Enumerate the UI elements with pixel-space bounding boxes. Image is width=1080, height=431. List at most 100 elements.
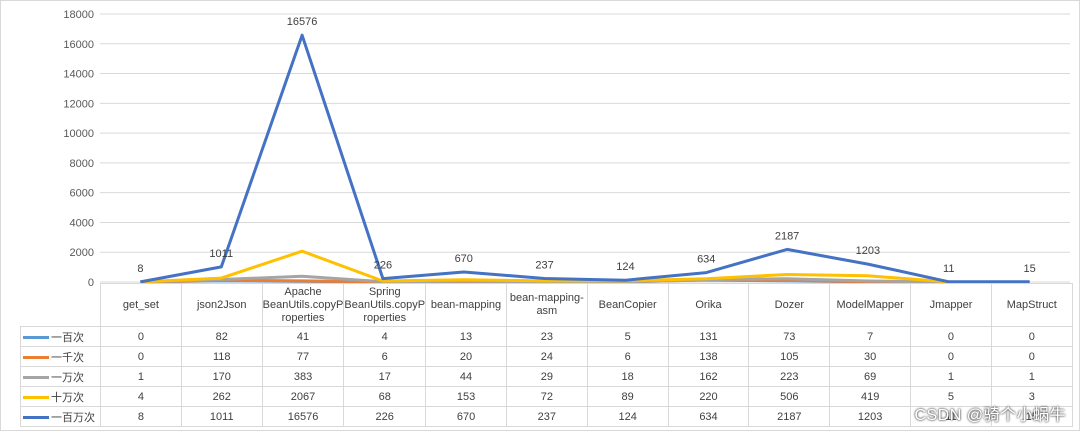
legend-entry: 十万次 [20,386,101,407]
legend-key [23,336,49,340]
table-cell: 24 [505,346,588,367]
series-name: 一百万次 [51,411,95,424]
table-cell: 15 [990,406,1073,427]
table-cell: 506 [748,386,831,407]
y-tick-label: 14000 [63,69,94,81]
data-label: 16576 [287,16,318,28]
table-cell: 1203 [829,406,912,427]
legend-entry: 一万次 [20,366,101,387]
table-cell: 0 [990,326,1073,347]
category-label: get_set [100,283,182,327]
data-label: 670 [455,253,473,265]
y-tick-label: 10000 [63,128,94,140]
table-cell: 2067 [261,386,345,407]
table-cell: 419 [829,386,912,407]
legend-key [23,376,49,380]
table-cell: 73 [748,326,831,347]
category-label: ModelMapper [829,283,912,327]
series-name: 十万次 [51,391,84,404]
table-cell: 5 [586,326,669,347]
data-label: 124 [616,261,634,273]
y-tick-label: 12000 [63,98,94,110]
table-cell: 670 [425,406,507,427]
table-cell: 69 [829,366,912,387]
table-cell: 16576 [261,406,345,427]
table-cell: 4 [100,386,182,407]
legend-entry: 一百次 [20,326,101,347]
table-cell: 29 [505,366,588,387]
table-cell: 23 [505,326,588,347]
data-label: 8 [137,263,143,275]
table-row: 一百万次 8 1011 16576 226 670 237 124 634 2187 1203 11 1… [20,406,1073,427]
series-name: 一千次 [51,351,84,364]
table-cell: 138 [667,346,750,367]
table-cell: 383 [261,366,345,387]
category-label: Apache BeanUtils.copyP roperties [261,283,345,327]
category-label: Orika [667,283,750,327]
legend-key [23,416,49,420]
table-row: 一千次 0 118 77 6 20 24 6 138 105 30 0 0 [20,346,1073,367]
table-cell: 237 [505,406,588,427]
table-cell: 4 [343,326,427,347]
legend-key [23,396,49,400]
table-cell: 17 [343,366,427,387]
table-cell: 18 [586,366,669,387]
table-cell: 82 [180,326,263,347]
table-cell: 44 [425,366,507,387]
table-corner-cell [20,283,101,327]
table-cell: 131 [667,326,750,347]
table-cell: 6 [586,346,669,367]
y-tick-label: 8000 [70,158,94,170]
legend-key [23,356,49,360]
table-cell: 11 [910,406,992,427]
category-label: Dozer [748,283,831,327]
table-cell: 105 [748,346,831,367]
table-cell: 1011 [180,406,263,427]
y-tick-label: 4000 [70,217,94,229]
data-label: 11 [943,263,954,275]
table-cell: 223 [748,366,831,387]
y-tick-label: 6000 [70,188,94,200]
data-label: 634 [697,254,715,266]
table-cell: 20 [425,346,507,367]
table-cell: 153 [425,386,507,407]
table-cell: 77 [261,346,345,367]
legend-entry: 一百万次 [20,406,101,427]
table-cell: 634 [667,406,750,427]
data-label: 15 [1023,263,1035,275]
category-label: BeanCopier [586,283,669,327]
y-tick-label: 18000 [63,9,94,21]
category-label: Jmapper [910,283,992,327]
table-cell: 6 [343,346,427,367]
data-label: 2187 [775,230,799,242]
table-cell: 7 [829,326,912,347]
table-row: 一万次 1 170 383 17 44 29 18 162 223 69 1 1 [20,366,1073,387]
data-label: 237 [535,259,553,271]
data-label: 226 [374,260,392,272]
category-label: bean-mapping [425,283,507,327]
series-name: 一万次 [51,371,84,384]
table-cell: 1 [100,366,182,387]
table-row: 一百次 0 82 41 4 13 23 5 131 73 7 0 0 [20,326,1073,347]
table-cell: 41 [261,326,345,347]
data-table: get_set json2Json Apache BeanUtils.copyP rop… [20,283,1073,427]
category-label: MapStruct [990,283,1073,327]
table-cell: 1 [990,366,1073,387]
data-label: 1011 [209,248,233,260]
table-cell: 262 [180,386,263,407]
table-cell: 30 [829,346,912,367]
table-cell: 124 [586,406,669,427]
table-cell: 0 [910,346,992,367]
category-label: json2Json [180,283,263,327]
table-cell: 68 [343,386,427,407]
table-cell: 8 [100,406,182,427]
table-cell: 0 [990,346,1073,367]
y-tick-label: 16000 [63,39,94,51]
table-cell: 2187 [748,406,831,427]
table-cell: 1 [910,366,992,387]
series-line-5 [140,33,1030,284]
y-tick-label: 2000 [70,247,94,259]
table-cell: 89 [586,386,669,407]
category-label: bean-mapping-asm [505,283,588,327]
